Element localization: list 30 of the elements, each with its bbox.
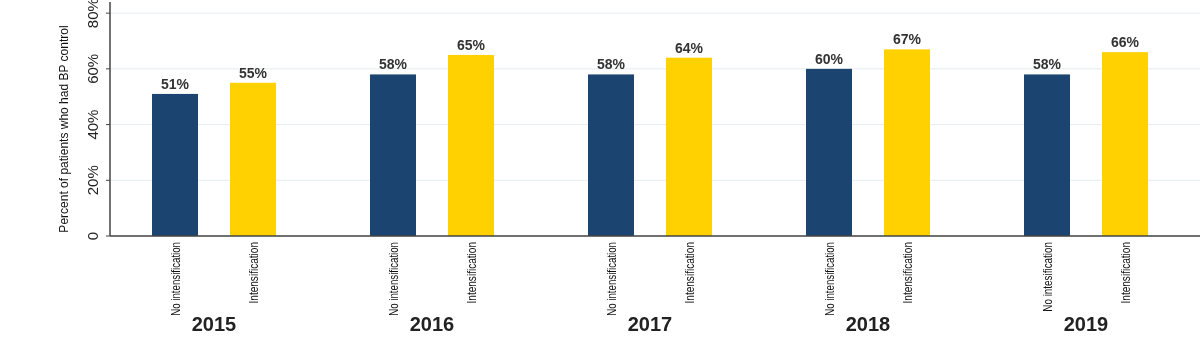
x-tick-label: No intesification [1040, 219, 1055, 312]
x-tick-label: Intensification [682, 224, 697, 304]
y-tick-label: 40% [84, 109, 101, 140]
x-tick-label: No intensification [604, 216, 619, 316]
x-tick-label: Intensification [900, 224, 915, 304]
data-label: 58% [1032, 56, 1062, 73]
x-tick-label: No intensification [168, 216, 183, 316]
x-tick-label: Intensification [464, 224, 479, 304]
text: 2015 [191, 313, 237, 335]
data-label: 66% [1110, 34, 1140, 51]
data-label: 58% [378, 56, 408, 73]
text: 2017 [627, 313, 673, 335]
x-tick-label: Intensification [1118, 224, 1133, 304]
data-label: 55% [238, 64, 268, 81]
x-tick-label: Intensification [246, 224, 261, 304]
y-axis-title: Percent of patients who had BP control [57, 25, 71, 233]
data-label: 58% [596, 56, 626, 73]
data-label: 51% [160, 75, 190, 92]
text: 2019 [1063, 313, 1109, 335]
text: 2016 [409, 313, 455, 335]
y-tick-label: 20% [84, 165, 101, 196]
x-tick-label: No intensification [386, 216, 401, 316]
data-label: 64% [674, 39, 704, 56]
y-tick-label: 0 [84, 231, 101, 241]
x-tick-label: No intensification [822, 216, 837, 316]
data-label: 60% [814, 50, 844, 67]
y-tick-label: 60% [84, 53, 101, 84]
text: 2018 [845, 313, 891, 335]
data-label: 65% [456, 36, 486, 53]
data-label: 67% [892, 31, 922, 48]
